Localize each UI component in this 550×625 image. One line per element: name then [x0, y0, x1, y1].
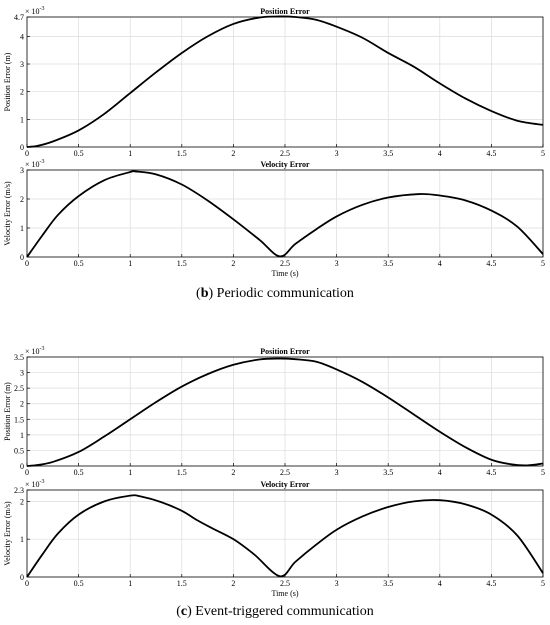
- caption-c-text: ) Event-triggered communication: [187, 604, 374, 619]
- y-axis-label: Velocity Error (m/s): [3, 501, 12, 566]
- x-tick-label: 1.5: [177, 579, 187, 588]
- x-tick-label: 2.5: [280, 579, 290, 588]
- x-tick-label: 3.5: [383, 149, 393, 158]
- y-tick-label: 1: [20, 431, 24, 440]
- caption-b-letter: b: [200, 286, 209, 301]
- x-tick-label: 0.5: [74, 468, 84, 477]
- y-tick-label: 0: [20, 253, 24, 262]
- x-tick-label: 4.5: [486, 468, 496, 477]
- x-axis-label: Time (s): [271, 589, 298, 598]
- x-tick-label: 0: [25, 149, 29, 158]
- x-tick-label: 2.5: [280, 468, 290, 477]
- x-tick-label: 4: [438, 579, 442, 588]
- x-tick-label: 2: [231, 468, 235, 477]
- axis-multiplier: × 10-3: [25, 346, 45, 356]
- y-tick-label: 2: [20, 497, 24, 506]
- x-tick-label: 1: [128, 149, 132, 158]
- x-tick-label: 1: [128, 259, 132, 268]
- subplot-b-position: 0 0.5 1 1.5 2 2.5 3 3.5 4 4.5 5 0 1 2 3 4 4.7× 10-3 Posit…: [3, 6, 545, 158]
- y-tick-label: 3: [20, 166, 24, 175]
- x-tick-label: 3.5: [383, 579, 393, 588]
- x-tick-label: 0.5: [74, 149, 84, 158]
- x-tick-label: 0.5: [74, 579, 84, 588]
- subplot-c-velocity: 0 0.5 1 1.5 2 2.5 3 3.5 4 4.5 5 0 1 2 2.3× 10-3 Velocit…: [3, 479, 545, 598]
- x-tick-label: 0: [25, 468, 29, 477]
- x-tick-label: 2: [231, 579, 235, 588]
- x-tick-label: 0.5: [74, 259, 84, 268]
- x-tick-label: 3: [335, 468, 339, 477]
- y-tick-label: 1.5: [14, 415, 24, 424]
- caption-b: (b) Periodic communication: [196, 286, 354, 301]
- x-tick-label: 1: [128, 468, 132, 477]
- y-tick-label: 3: [20, 369, 24, 378]
- x-tick-label: 1: [128, 579, 132, 588]
- x-tick-label: 3: [335, 259, 339, 268]
- series-line: [26, 357, 544, 467]
- y-tick-label: 3.5: [14, 353, 24, 362]
- y-tick-label: 3: [20, 60, 24, 69]
- y-tick-label: 2.3: [14, 486, 24, 495]
- y-tick-label: 0: [20, 573, 24, 582]
- axis-multiplier: × 10-3: [25, 159, 45, 169]
- caption-b-text: ) Periodic communication: [208, 286, 354, 301]
- y-tick-label: 1: [20, 224, 24, 233]
- series-line: [26, 494, 544, 578]
- x-tick-label: 3: [335, 149, 339, 158]
- x-tick-label: 5: [541, 468, 545, 477]
- x-tick-label: 2.5: [280, 259, 290, 268]
- y-tick-label: 2: [20, 88, 24, 97]
- chart-title: Velocity Error: [260, 160, 310, 169]
- y-axis-label: Velocity Error (m/s): [3, 181, 12, 246]
- x-tick-label: 5: [541, 149, 545, 158]
- x-tick-label: 3.5: [383, 468, 393, 477]
- x-tick-label: 4.5: [486, 259, 496, 268]
- chart-title: Velocity Error: [260, 480, 310, 489]
- x-tick-label: 2.5: [280, 149, 290, 158]
- x-tick-label: 0: [25, 579, 29, 588]
- series-line: [26, 15, 544, 148]
- x-tick-label: 1.5: [177, 259, 187, 268]
- chart-title: Position Error: [260, 347, 310, 356]
- y-tick-label: 0.5: [14, 446, 24, 455]
- x-tick-label: 1.5: [177, 468, 187, 477]
- subplot-c-position: 0 0.5 1 1.5 2 2.5 3 3.5 4 4.5 500.511.522.533.5× 1…: [3, 346, 545, 477]
- x-tick-label: 3.5: [383, 259, 393, 268]
- x-axis-label: Time (s): [271, 269, 298, 278]
- x-tick-label: 4.5: [486, 579, 496, 588]
- y-tick-label: 1: [20, 535, 24, 544]
- x-tick-label: 0: [25, 259, 29, 268]
- x-tick-label: 5: [541, 579, 545, 588]
- x-tick-label: 4.5: [486, 149, 496, 158]
- x-tick-label: 3: [335, 579, 339, 588]
- y-axis-label: Position Error (m): [3, 52, 12, 111]
- x-tick-label: 2: [231, 149, 235, 158]
- y-tick-label: 1: [20, 115, 24, 124]
- y-tick-label: 0: [20, 462, 24, 471]
- y-tick-label: 0: [20, 143, 24, 152]
- chart-title: Position Error: [260, 7, 310, 16]
- axis-multiplier: × 10-3: [25, 479, 45, 489]
- x-tick-label: 2: [231, 259, 235, 268]
- y-tick-label: 2: [20, 195, 24, 204]
- y-tick-label: 2.5: [14, 384, 24, 393]
- y-tick-label: 4.7: [14, 13, 24, 22]
- x-tick-label: 5: [541, 259, 545, 268]
- y-axis-label: Position Error (m): [3, 382, 12, 441]
- x-tick-label: 1.5: [177, 149, 187, 158]
- y-tick-label: 2: [20, 400, 24, 409]
- x-tick-label: 4: [438, 468, 442, 477]
- caption-c-letter: c: [180, 604, 188, 619]
- axis-multiplier: × 10-3: [25, 6, 45, 16]
- x-tick-label: 4: [438, 149, 442, 158]
- x-tick-label: 4: [438, 259, 442, 268]
- series-line: [26, 170, 544, 258]
- y-tick-label: 4: [20, 32, 24, 41]
- caption-c: (c) Event-triggered communication: [176, 604, 374, 619]
